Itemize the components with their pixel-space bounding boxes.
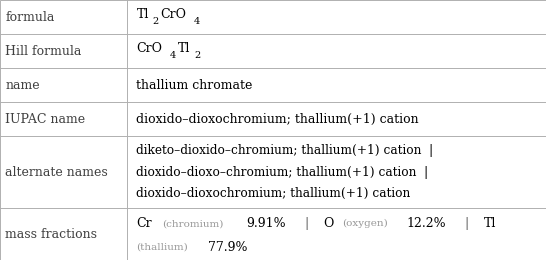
Text: dioxido–dioxochromium; thallium(+1) cation: dioxido–dioxochromium; thallium(+1) cati…: [136, 113, 419, 126]
Text: (chromium): (chromium): [162, 219, 223, 228]
Text: IUPAC name: IUPAC name: [5, 113, 86, 126]
Text: mass fractions: mass fractions: [5, 228, 97, 240]
Text: Tl: Tl: [483, 217, 496, 230]
Text: |: |: [458, 217, 478, 230]
Text: 9.91%: 9.91%: [246, 217, 286, 230]
Text: 2: 2: [194, 51, 200, 60]
Text: |: |: [298, 217, 318, 230]
Text: thallium chromate: thallium chromate: [136, 79, 253, 92]
Text: name: name: [5, 79, 40, 92]
Text: 4: 4: [194, 17, 200, 26]
Text: diketo–dioxido–chromium; thallium(+1) cation  |: diketo–dioxido–chromium; thallium(+1) ca…: [136, 144, 434, 157]
Text: formula: formula: [5, 11, 55, 24]
Text: Hill formula: Hill formula: [5, 45, 82, 58]
Text: 4: 4: [170, 51, 176, 60]
Text: (thallium): (thallium): [136, 243, 188, 252]
Text: (oxygen): (oxygen): [342, 219, 388, 228]
Text: dioxido–dioxo–chromium; thallium(+1) cation  |: dioxido–dioxo–chromium; thallium(+1) cat…: [136, 166, 429, 179]
Text: Tl: Tl: [136, 8, 149, 21]
Text: O: O: [323, 217, 334, 230]
Text: dioxido–dioxochromium; thallium(+1) cation: dioxido–dioxochromium; thallium(+1) cati…: [136, 187, 411, 200]
Text: 12.2%: 12.2%: [406, 217, 446, 230]
Text: 2: 2: [152, 17, 159, 26]
Text: Cr: Cr: [136, 217, 152, 230]
Text: 77.9%: 77.9%: [209, 241, 248, 254]
Text: Tl: Tl: [178, 42, 191, 55]
Text: alternate names: alternate names: [5, 166, 108, 179]
Text: CrO: CrO: [161, 8, 187, 21]
Text: CrO: CrO: [136, 42, 163, 55]
